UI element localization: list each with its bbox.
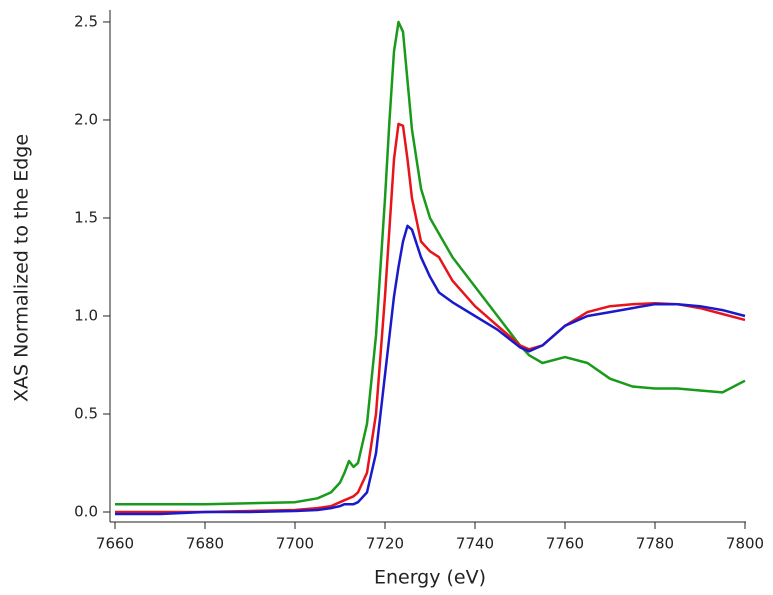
data-line — [115, 20, 746, 506]
data-line — [115, 122, 746, 514]
x-tick-label: 7740 — [456, 535, 494, 553]
x-tick-label: 7680 — [186, 535, 224, 553]
y-tick-label: 1.0 — [74, 306, 98, 324]
x-tick-label: 7660 — [96, 535, 134, 553]
y-tick-label: 1.5 — [74, 208, 98, 226]
y-tick-label: 2.0 — [74, 110, 98, 128]
y-axis-label: XAS Normalized to the Edge — [11, 134, 33, 402]
x-tick-label: 7800 — [726, 535, 764, 553]
y-tick-label: 2.5 — [74, 12, 98, 30]
x-tick-label: 7780 — [636, 535, 674, 553]
data-line — [115, 224, 746, 516]
y-tick-label: 0.0 — [74, 502, 98, 520]
x-tick-label: 7760 — [546, 535, 584, 553]
x-axis-label: Energy (eV) — [374, 567, 486, 589]
y-tick-label: 0.5 — [74, 404, 98, 422]
x-tick-label: 7720 — [366, 535, 404, 553]
x-tick-label: 7700 — [276, 535, 314, 553]
